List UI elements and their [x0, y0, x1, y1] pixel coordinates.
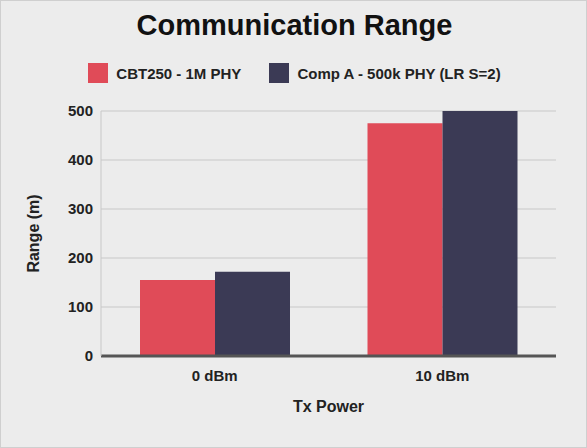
svg-text:400: 400 — [68, 151, 93, 168]
svg-text:300: 300 — [68, 200, 93, 217]
svg-text:200: 200 — [68, 249, 93, 266]
svg-text:Tx Power: Tx Power — [293, 398, 364, 415]
svg-text:500: 500 — [68, 102, 93, 119]
svg-text:0 dBm: 0 dBm — [192, 367, 238, 384]
svg-text:100: 100 — [68, 298, 93, 315]
html-text:Comp A - 500k PHY (LR S=2): Comp A - 500k PHY (LR S=2) — [297, 64, 501, 82]
html-text:CBT250 - 1M PHY: CBT250 - 1M PHY — [116, 64, 242, 82]
svg-text:10 dBm: 10 dBm — [415, 367, 469, 384]
svg-text:0: 0 — [85, 347, 93, 364]
svg-text:Range (m): Range (m) — [25, 194, 42, 272]
html-text:Communication Range: Communication Range — [136, 9, 453, 41]
